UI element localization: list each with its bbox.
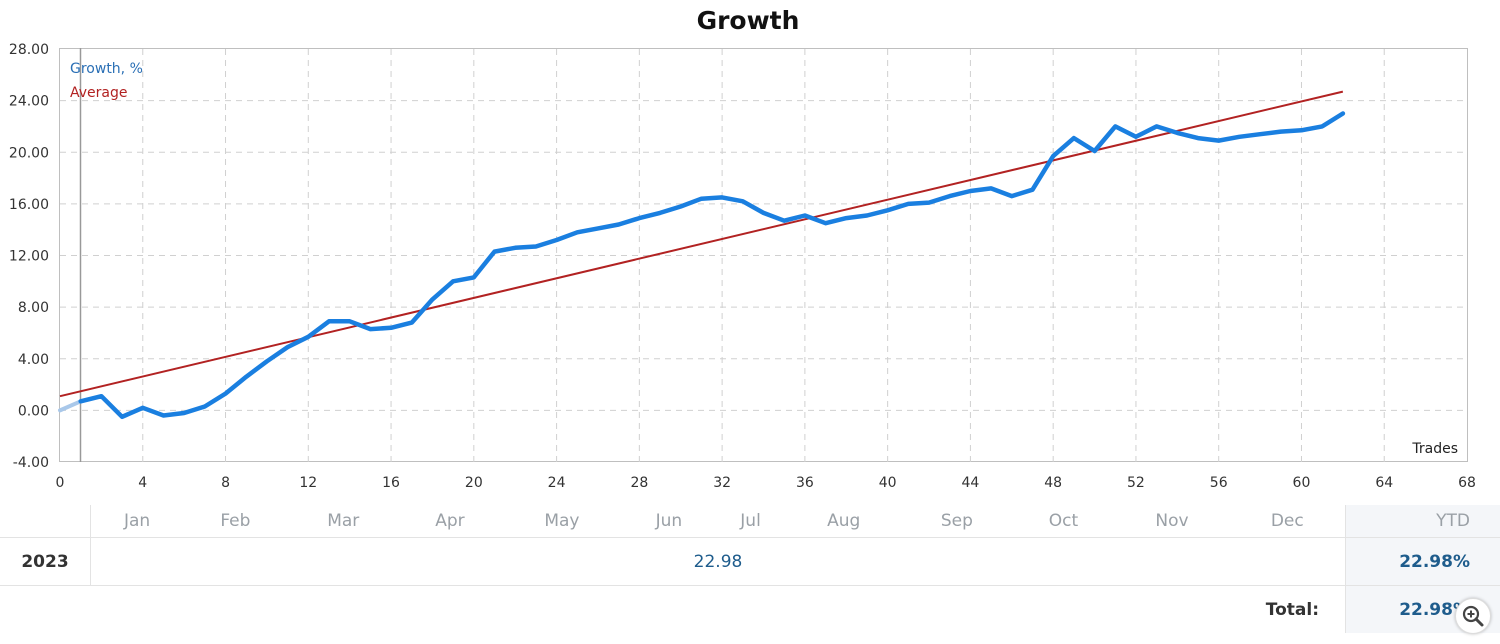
series-growth-start-segment [58,399,83,413]
month-may: May [500,505,623,538]
y-tick-label: 12.00 [9,249,49,265]
month-oct: Oct [1012,505,1115,538]
y-tick-label: 16.00 [9,197,49,213]
x-tick-label: 4 [138,475,147,491]
x-axis-label: Trades [1411,441,1458,457]
month-feb: Feb [183,505,288,538]
total-label: Total: [1265,599,1319,620]
zoom-in-glyph [1462,605,1484,627]
year-row: 2023 22.98 22.98% [0,537,1500,586]
x-tick-label: 0 [56,475,65,491]
x-tick-label: 8 [221,475,230,491]
y-tick-label: 28.00 [9,42,49,58]
x-tick-label: 68 [1458,475,1476,491]
x-tick-label: 44 [961,475,979,491]
legend-average: Average [70,85,128,101]
month-mar: Mar [287,505,399,538]
y-tick-label: 0.00 [18,403,49,419]
x-tick-label: 20 [465,475,483,491]
month-jan: Jan [90,505,184,538]
series-growth-line [78,111,1346,420]
x-tick-label: 12 [299,475,317,491]
grid-lines [60,49,1467,462]
x-tick-label: 60 [1293,475,1311,491]
chart-title: Growth [697,6,800,35]
series-average-line [59,90,1344,398]
x-tick-label: 28 [630,475,648,491]
x-tick-label: 48 [1044,475,1062,491]
x-axis-ticks: 0 4 8 12 16 20 24 28 32 36 40 44 48 52 56 60 64 68 [56,475,1476,491]
month-jun: Jun [622,505,715,538]
monthly-table: Jan Feb Mar Apr May Jun Jul Aug Sep Oct … [0,505,1500,633]
zoom-in-icon[interactable] [1455,598,1491,634]
x-tick-label: 24 [548,475,566,491]
header-empty-cell [0,505,91,538]
month-apr: Apr [398,505,501,538]
year-value: 22.98 [90,537,1346,586]
month-dec: Dec [1229,505,1346,538]
y-tick-label: 8.00 [18,300,49,316]
month-nov: Nov [1114,505,1230,538]
year-label[interactable]: 2023 [0,537,91,586]
x-tick-label: 40 [879,475,897,491]
y-tick-label: -4.00 [13,455,49,471]
x-tick-label: 32 [713,475,731,491]
ytd-value: 22.98% [1345,537,1500,586]
x-tick-label: 16 [382,475,400,491]
legend-growth: Growth, % [70,61,143,77]
x-tick-label: 64 [1375,475,1393,491]
chart-series [58,90,1346,420]
month-header-row: Jan Feb Mar Apr May Jun Jul Aug Sep Oct … [0,505,1500,538]
month-aug: Aug [786,505,902,538]
y-tick-label: 20.00 [9,145,49,161]
growth-chart: Growth 28.00 24.00 20.00 16.00 12.00 8.00 4.00… [9,6,1476,491]
y-axis-ticks: 28.00 24.00 20.00 16.00 12.00 8.00 4.00 0.00 -4.… [9,42,49,471]
ytd-header: YTD [1345,505,1500,538]
y-tick-label: 4.00 [18,352,49,368]
x-tick-label: 36 [796,475,814,491]
x-tick-label: 56 [1210,475,1228,491]
month-sep: Sep [901,505,1013,538]
x-tick-label: 52 [1127,475,1145,491]
month-jul: Jul [714,505,787,538]
y-tick-label: 24.00 [9,94,49,110]
total-row: Total: 22.98% [0,585,1500,633]
